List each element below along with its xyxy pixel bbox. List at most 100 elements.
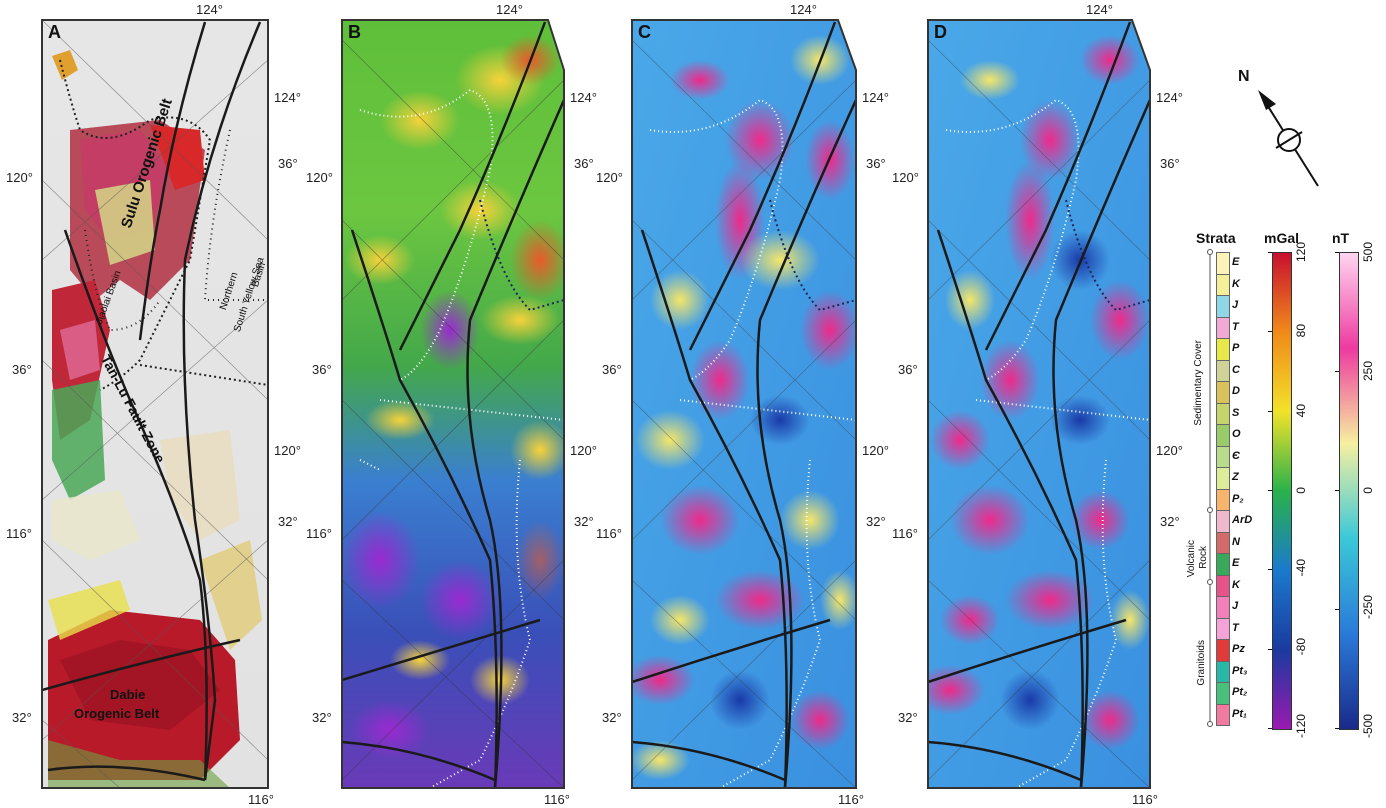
north-arrow-icon: [1258, 90, 1319, 187]
coord-a-right-124: 124°: [274, 90, 301, 105]
strata-label: E: [1232, 256, 1240, 268]
strata-label: J: [1232, 600, 1239, 612]
panel-b-letter: B: [348, 22, 361, 42]
dabie-label-1: Dabie: [110, 687, 146, 702]
colorbar-tick: [1268, 252, 1272, 253]
strata-label: ArD: [1232, 514, 1253, 526]
strata-swatch: [1216, 273, 1230, 296]
coord-top-c: 124°: [790, 2, 817, 17]
colorbar-tick-label: 0: [1294, 486, 1308, 494]
panel-c-letter: C: [638, 22, 651, 42]
panel-c-magnetic-map: [632, 20, 856, 788]
strata-label: Є: [1232, 449, 1240, 462]
coord-c-right-120: 120°: [862, 443, 889, 458]
strata-label: D: [1232, 385, 1240, 397]
group-sedimentary: Sedimentary Cover: [1193, 340, 1204, 426]
strata-swatch: [1216, 381, 1230, 404]
panel-a-geology-map: [42, 20, 268, 788]
strata-swatch: [1216, 402, 1230, 425]
colorbar-tick-label: 120: [1294, 241, 1308, 262]
colorbar-tick: [1268, 410, 1272, 412]
coord-d-right-32: 32°: [1160, 514, 1180, 529]
strata-swatch: [1216, 531, 1230, 554]
coord-bottom-b: 116°: [544, 792, 570, 807]
coord-bottom-c: 116°: [838, 792, 864, 807]
group-granitoids: Granitoids: [1196, 640, 1207, 686]
colorbar-tick: [1268, 648, 1272, 650]
strata-swatch: [1216, 703, 1230, 726]
colorbar-tick: [1335, 609, 1339, 610]
coord-b-116: 116°: [306, 526, 332, 541]
nt-colorbar: [1339, 252, 1359, 730]
strata-swatch: [1216, 467, 1230, 490]
coord-a-right-32: 32°: [278, 514, 298, 529]
group-volcanic-1: Volcanic: [1186, 540, 1197, 578]
strata-label: S: [1232, 406, 1240, 419]
strata-label: O: [1232, 428, 1241, 440]
colorbar-tick: [1335, 371, 1339, 372]
strata-swatch: [1216, 660, 1230, 683]
strata-swatch: [1216, 424, 1230, 447]
north-arrow: N: [1232, 60, 1332, 200]
coord-b-right-36: 36°: [574, 156, 594, 171]
strata-title: Strata: [1196, 230, 1236, 246]
colorbar-tick-label: 250: [1361, 360, 1375, 381]
coord-d-36: 36°: [898, 362, 918, 377]
coord-c-116: 116°: [596, 526, 622, 541]
north-label: N: [1238, 68, 1250, 85]
coord-d-right-124: 124°: [1156, 90, 1183, 105]
strata-label: E: [1232, 557, 1240, 569]
strata-swatch: [1216, 316, 1230, 339]
strata-swatch: [1216, 510, 1230, 533]
strata-bracket: [1207, 249, 1213, 727]
coord-a-32: 32°: [12, 710, 32, 725]
coord-d-120: 120°: [892, 170, 919, 185]
nt-title: nT: [1332, 230, 1350, 246]
coord-a-116: 116°: [6, 526, 32, 541]
strata-label: K: [1232, 578, 1240, 591]
strata-label: Z: [1232, 471, 1239, 483]
strata-swatch: [1216, 295, 1230, 318]
colorbar-tick-label: -40: [1294, 558, 1308, 577]
strata-label: P₂: [1232, 492, 1244, 505]
strata-label: Pt₁: [1232, 707, 1247, 720]
strata-swatch: [1216, 639, 1230, 662]
coord-top-d: 124°: [1086, 2, 1113, 17]
panel-d-letter: D: [934, 22, 947, 42]
panel-d-magnetic-map: [928, 20, 1150, 788]
colorbar-tick: [1335, 728, 1339, 729]
coord-c-36: 36°: [602, 362, 622, 377]
coord-c-32: 32°: [602, 710, 622, 725]
coord-d-32: 32°: [898, 710, 918, 725]
colorbar-tick-label: 80: [1294, 324, 1308, 338]
strata-label: Pt₂: [1232, 686, 1248, 698]
colorbar-tick: [1335, 490, 1339, 491]
strata-swatch: [1216, 488, 1230, 511]
coord-top-b: 124°: [496, 2, 523, 17]
coord-b-36: 36°: [312, 362, 332, 377]
strata-swatch: [1216, 553, 1230, 576]
panel-a-letter: A: [48, 22, 61, 42]
strata-swatch: [1216, 574, 1230, 597]
coord-d-right-36: 36°: [1160, 156, 1180, 171]
strata-label: N: [1232, 535, 1240, 548]
strata-swatch: [1216, 359, 1230, 382]
dabie-label-2: Orogenic Belt: [74, 706, 160, 721]
strata-swatch: [1216, 338, 1230, 361]
coord-b-32: 32°: [312, 710, 332, 725]
coord-c-120: 120°: [596, 170, 623, 185]
colorbar-tick-label: -250: [1361, 595, 1375, 620]
strata-label: T: [1232, 621, 1239, 634]
coord-d-right-120: 120°: [1156, 443, 1183, 458]
strata-swatch: [1216, 596, 1230, 619]
coord-top-a: 124°: [196, 2, 223, 17]
panel-b-gravity-map: [342, 20, 564, 788]
colorbar-tick: [1268, 490, 1272, 491]
coord-c-right-32: 32°: [866, 514, 886, 529]
strata-label: J: [1232, 299, 1239, 311]
coord-b-right-32: 32°: [574, 514, 594, 529]
strata-swatch: [1216, 617, 1230, 640]
strata-label: P: [1232, 342, 1240, 354]
colorbar-tick-label: 500: [1361, 241, 1375, 262]
